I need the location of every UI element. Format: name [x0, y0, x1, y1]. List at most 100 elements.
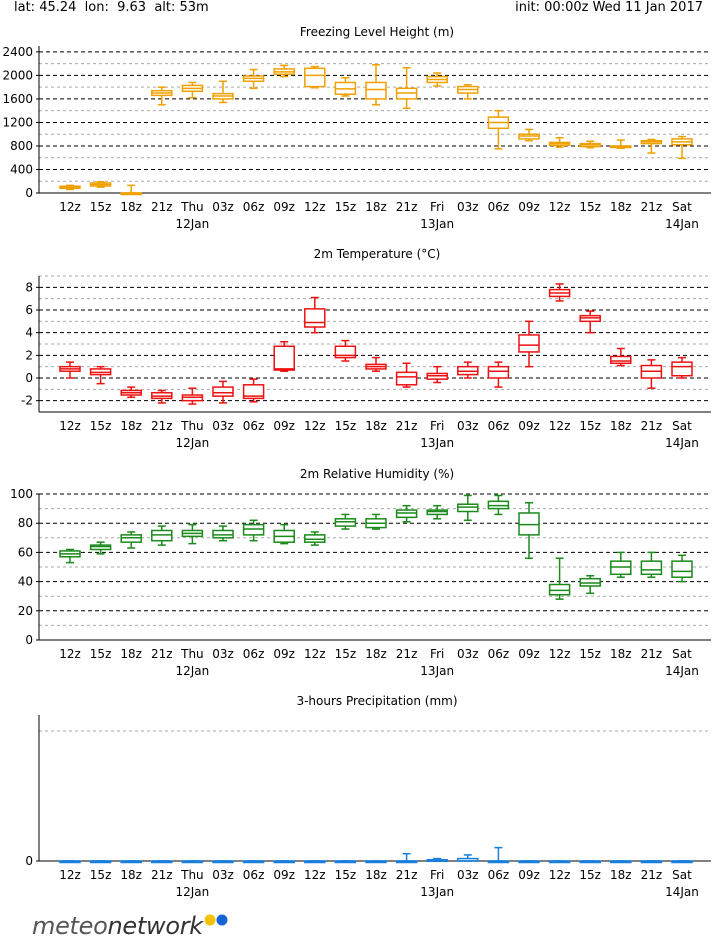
- y-tick-label: 1600: [2, 92, 33, 106]
- x-tick-label: 12z: [549, 868, 571, 882]
- x-tick-label: 18z: [365, 647, 387, 661]
- x-tick-label: 03z: [457, 868, 479, 882]
- box-12z: [548, 136, 571, 148]
- y-tick-label: 2400: [2, 45, 33, 59]
- box-18z: [365, 356, 387, 372]
- box-06z: [242, 68, 265, 90]
- x-tick-label: 03z: [212, 200, 234, 214]
- x-tick-label: 18z: [120, 419, 142, 433]
- box-06z: [487, 494, 510, 516]
- box-iqr: [212, 386, 234, 397]
- box-21z: [151, 860, 173, 864]
- box-18z: [610, 551, 632, 578]
- y-tick-label: 1200: [2, 115, 33, 129]
- x-tick-label: 06z: [488, 419, 510, 433]
- x-tick-label: Thu: [180, 419, 204, 433]
- x-tick-label: 21z: [151, 200, 173, 214]
- box-03z: [212, 860, 234, 864]
- box-15z: [579, 310, 601, 334]
- y-tick-label: 40: [18, 575, 33, 589]
- y-tick-label: 2000: [2, 68, 33, 82]
- date-label: 12Jan: [176, 664, 210, 678]
- box-12z: [304, 296, 326, 334]
- box-18z: [120, 184, 142, 196]
- x-tick-label: 03z: [457, 647, 479, 661]
- x-tick-label: 18z: [610, 419, 632, 433]
- box-18z: [610, 860, 632, 864]
- box-Fri: [426, 72, 448, 87]
- x-tick-label: 06z: [243, 419, 265, 433]
- box-21z: [395, 67, 418, 110]
- x-tick-label: 21z: [641, 419, 663, 433]
- date-label: 13Jan: [420, 436, 454, 450]
- x-tick-label: 21z: [641, 200, 663, 214]
- box-09z: [273, 860, 295, 864]
- x-tick-label: 09z: [273, 868, 295, 882]
- x-tick-label: 21z: [151, 868, 173, 882]
- box-18z: [120, 386, 142, 399]
- box-09z: [518, 128, 540, 142]
- x-tick-label: 09z: [518, 868, 540, 882]
- x-tick-label: 12z: [549, 419, 571, 433]
- box-15z: [579, 140, 601, 149]
- chart-panel-3: 2m Relative Humidity (%) 0 20 40 60 80 100 12z 1…: [10, 467, 711, 678]
- x-tick-label: 09z: [273, 200, 295, 214]
- y-tick-label: 6: [25, 303, 33, 317]
- box-12z: [59, 361, 81, 379]
- box-03z: [212, 80, 234, 104]
- x-tick-label: 12z: [304, 868, 326, 882]
- box-iqr: [671, 560, 693, 578]
- box-12z: [548, 283, 571, 302]
- box-Fri: [426, 365, 448, 384]
- date-label: 12Jan: [176, 436, 210, 450]
- box-03z: [212, 380, 234, 404]
- x-tick-label: 06z: [243, 868, 265, 882]
- x-tick-label: 03z: [457, 419, 479, 433]
- location-info: lat: 45.24 lon: 9.63 alt: 53m: [14, 0, 209, 15]
- box-21z: [395, 362, 418, 388]
- y-tick-label: 4: [25, 326, 33, 340]
- y-tick-label: 8: [25, 280, 33, 294]
- box-21z: [151, 86, 173, 106]
- box-15z: [334, 339, 357, 362]
- box-Thu: [181, 860, 204, 864]
- box-15z: [334, 77, 357, 97]
- box-06z: [487, 361, 510, 388]
- x-tick-label: 15z: [579, 200, 601, 214]
- box-12z: [548, 557, 571, 600]
- x-tick-label: 09z: [273, 419, 295, 433]
- box-iqr: [304, 67, 326, 88]
- x-tick-label: 15z: [579, 647, 601, 661]
- box-06z: [487, 846, 510, 864]
- box-21z: [395, 852, 418, 864]
- date-label: 14Jan: [665, 664, 699, 678]
- x-tick-label: 12z: [549, 200, 571, 214]
- chart-title: Freezing Level Height (m): [300, 25, 454, 39]
- box-21z: [395, 504, 418, 523]
- box-Fri: [426, 857, 448, 863]
- box-21z: [640, 359, 663, 389]
- chart-title: 2m Temperature (°C): [314, 247, 441, 261]
- y-tick-label: 2: [25, 348, 33, 362]
- box-iqr: [610, 355, 632, 365]
- box-12z: [59, 184, 81, 191]
- x-tick-label: 21z: [396, 647, 418, 661]
- chart-panel-2: 2m Temperature (°C) -2 0 2 4 6 8 12z 15z 18z 21z Th…: [21, 247, 711, 450]
- x-tick-label: 18z: [610, 647, 632, 661]
- box-06z: [242, 860, 265, 864]
- box-Sat: [671, 356, 693, 379]
- x-tick-label: 09z: [518, 419, 540, 433]
- x-tick-label: 18z: [365, 868, 387, 882]
- box-18z: [120, 531, 142, 549]
- y-tick-label: 400: [10, 162, 33, 176]
- x-tick-label: 06z: [243, 647, 265, 661]
- box-Sat: [671, 135, 693, 160]
- x-tick-label: Thu: [180, 647, 204, 661]
- x-tick-label: 12z: [59, 647, 81, 661]
- x-tick-label: 21z: [151, 419, 173, 433]
- x-tick-label: 15z: [335, 647, 357, 661]
- x-tick-label: Fri: [430, 647, 444, 661]
- x-tick-label: 18z: [120, 200, 142, 214]
- x-tick-label: 21z: [396, 200, 418, 214]
- box-12z: [548, 860, 571, 864]
